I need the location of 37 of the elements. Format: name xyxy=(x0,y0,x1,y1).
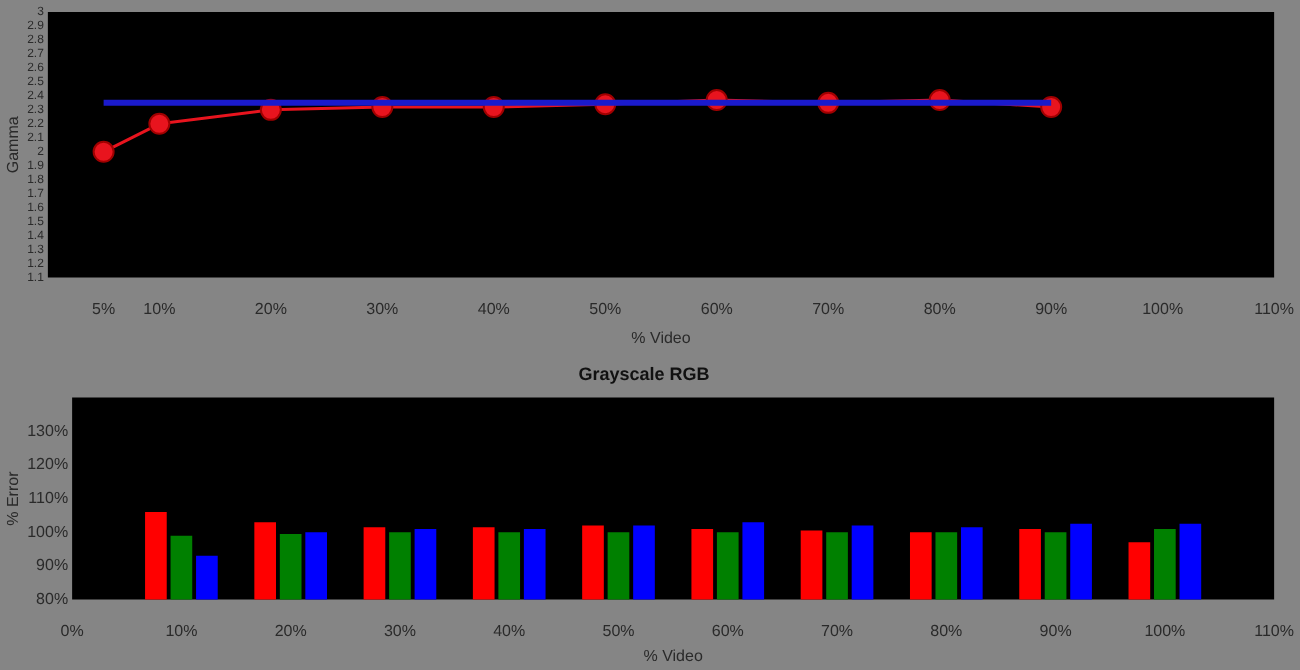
x-tick-label: 30% xyxy=(383,621,416,640)
x-tick-label: 100% xyxy=(1144,621,1186,640)
x-tick-label: 80% xyxy=(930,621,963,640)
x-tick-label: 110% xyxy=(1254,299,1295,318)
x-tick-label: 90% xyxy=(1035,299,1068,318)
x-tick-label: 90% xyxy=(1039,621,1072,640)
y-tick-label: 80% xyxy=(36,590,69,609)
x-tick-label: 60% xyxy=(700,299,733,318)
x-tick-label: 10% xyxy=(165,621,198,640)
x-axis-title: % Video xyxy=(631,328,692,347)
y-tick-label: 130% xyxy=(27,421,69,440)
x-tick-label: 0% xyxy=(60,621,84,640)
x-tick-label: 100% xyxy=(1142,299,1184,318)
x-tick-label: 70% xyxy=(821,621,854,640)
point xyxy=(92,140,115,163)
y-tick-label: 110% xyxy=(28,489,69,508)
x-tick-label: 50% xyxy=(602,621,635,640)
chart-title: Grayscale RGB xyxy=(578,363,711,384)
y-tick-label: 120% xyxy=(27,455,69,474)
x-tick-label: 40% xyxy=(477,299,510,318)
x-tick-label: 30% xyxy=(366,299,399,318)
x-tick-label: 10% xyxy=(143,299,176,318)
y-tick-label: 90% xyxy=(36,556,69,575)
x-tick-label: 80% xyxy=(923,299,956,318)
x-tick-label: 110% xyxy=(1254,621,1295,640)
x-tick-label: 5% xyxy=(92,299,116,318)
x-tick-label: 20% xyxy=(274,621,307,640)
x-tick-label: 20% xyxy=(254,299,287,318)
x-axis-title: % Video xyxy=(643,646,704,665)
x-tick-label: 40% xyxy=(493,621,526,640)
y-tick-label: 100% xyxy=(27,522,69,541)
point xyxy=(148,112,171,135)
x-tick-label: 70% xyxy=(812,299,845,318)
x-tick-label: 60% xyxy=(711,621,744,640)
y-axis-title: % Error xyxy=(4,470,23,526)
x-tick-label: 50% xyxy=(589,299,622,318)
y-axis-title: Gamma xyxy=(4,115,23,174)
